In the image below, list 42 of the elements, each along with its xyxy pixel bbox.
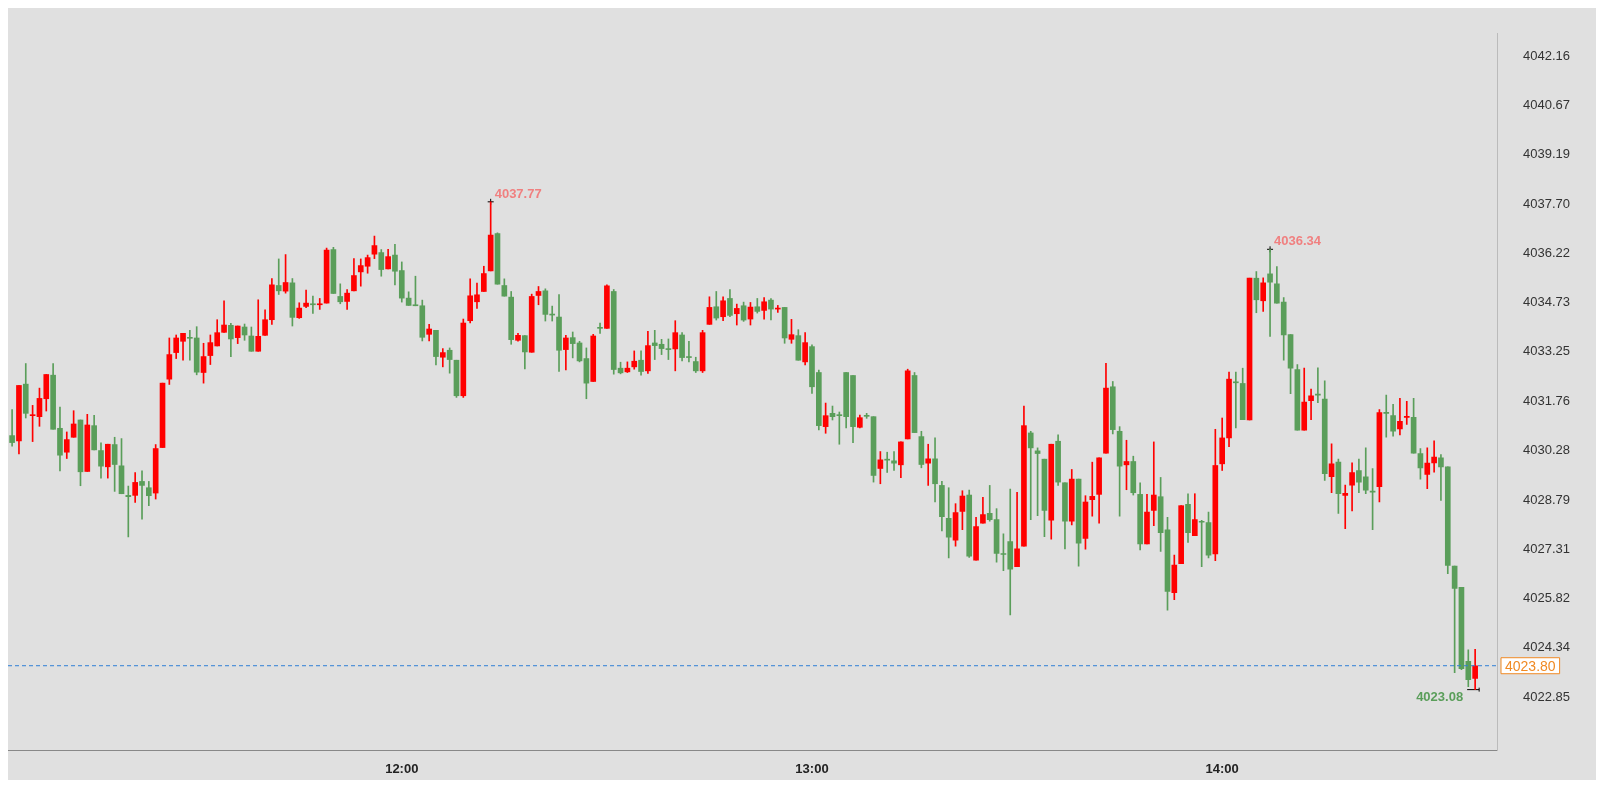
annotation: 4036.34 <box>1274 233 1322 249</box>
x-tick-label: 14:00 <box>1205 760 1239 776</box>
y-tick-label: 4036.22 <box>1523 244 1571 260</box>
candlestick <box>139 470 145 520</box>
candlestick <box>1431 440 1437 473</box>
y-tick-label: 4028.79 <box>1523 491 1571 507</box>
candlestick <box>303 289 309 309</box>
candlestick <box>1342 484 1349 529</box>
ref-line-label: 4023.80 <box>1505 657 1556 674</box>
candlestick <box>1308 388 1314 420</box>
y-tick-label: 4042.16 <box>1523 47 1571 63</box>
y-tick-label: 4034.73 <box>1523 294 1571 310</box>
candlestick <box>310 295 316 314</box>
x-tick-label: 13:00 <box>795 760 829 776</box>
y-tick-label: 4039.19 <box>1523 146 1571 162</box>
candlestick <box>1403 401 1410 425</box>
candlestick <box>597 322 603 334</box>
candlestick <box>1027 430 1034 520</box>
y-tick-label: 4025.82 <box>1523 590 1571 606</box>
candlestick <box>884 451 890 473</box>
y-tick-label: 4031.76 <box>1523 392 1571 408</box>
y-tick-label: 4030.28 <box>1523 442 1571 458</box>
y-tick-label: 4037.70 <box>1523 195 1571 211</box>
candlestick <box>1233 371 1239 429</box>
annotation: 4023.08 <box>1416 688 1464 704</box>
candlestick <box>1267 248 1273 337</box>
candlestick <box>1150 441 1157 526</box>
x-tick-label: 12:00 <box>385 760 419 776</box>
candlestick <box>1014 492 1020 568</box>
y-tick-label: 4027.31 <box>1523 540 1571 556</box>
y-tick-label: 4040.67 <box>1523 97 1571 113</box>
candlestick <box>9 409 15 447</box>
candlestick <box>275 258 282 295</box>
candlestick <box>1383 394 1390 438</box>
annotation: 4037.77 <box>494 185 542 201</box>
candlestick <box>125 485 132 538</box>
candlestick <box>316 298 323 310</box>
candlestick <box>1089 461 1096 517</box>
y-tick-label: 4022.85 <box>1523 688 1571 704</box>
candlestick <box>1397 398 1403 436</box>
y-tick-label: 4024.34 <box>1523 639 1571 655</box>
y-tick-label: 4033.25 <box>1523 343 1571 359</box>
